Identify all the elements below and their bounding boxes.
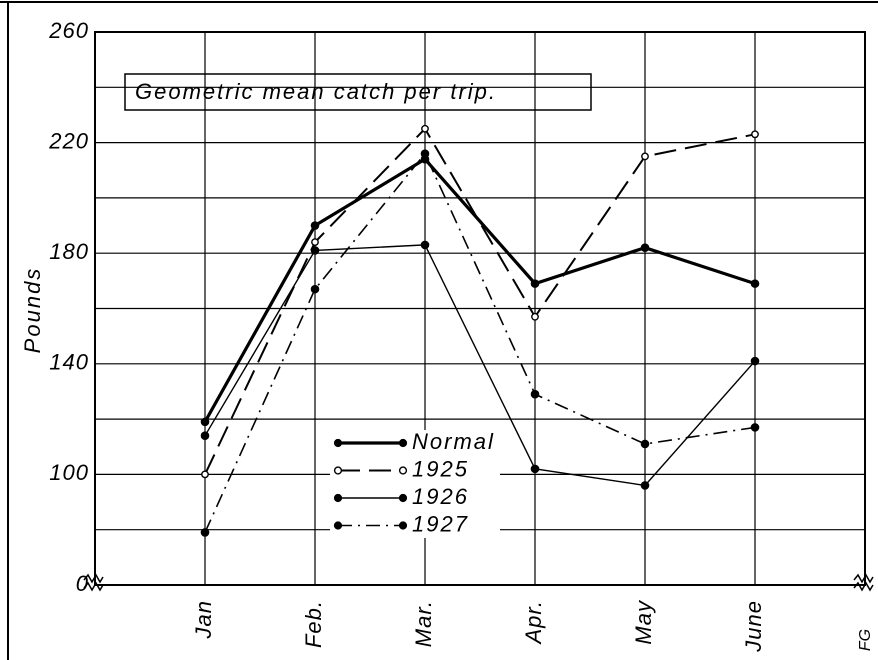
data-point: [750, 423, 760, 432]
x-tick-label: Apr.: [521, 600, 546, 646]
series-line: [204, 127, 756, 475]
data-point: [531, 312, 539, 321]
y-tick-label: 220: [48, 128, 89, 153]
series-line: [204, 152, 756, 533]
legend-marker: [398, 438, 408, 448]
legend-marker: [333, 521, 343, 530]
legend-marker: [333, 466, 343, 475]
x-tick-label: May: [631, 599, 656, 645]
data-point: [751, 130, 759, 139]
data-point: [530, 464, 540, 474]
y-tick-label: 100: [49, 460, 89, 485]
legend-marker: [398, 493, 408, 503]
data-point: [200, 431, 210, 440]
y-axis-label: Pounds: [20, 267, 45, 354]
legend-marker: [333, 493, 343, 503]
y-tick-label: 140: [49, 350, 89, 375]
data-point: [640, 481, 650, 490]
data-point: [750, 356, 760, 366]
data-point: [530, 279, 540, 288]
legend-background: [330, 430, 500, 538]
data-point: [311, 238, 319, 247]
axis-break: [853, 573, 874, 592]
x-tick-label: Jan: [191, 600, 216, 639]
data-point: [421, 124, 429, 133]
data-point: [200, 417, 210, 427]
data-point: [200, 528, 210, 537]
data-point: [420, 240, 430, 250]
data-point: [310, 246, 320, 255]
signature: FG: [857, 629, 874, 651]
series-line: [204, 244, 756, 487]
legend-marker: [398, 521, 408, 530]
data-point: [640, 439, 650, 449]
series-line: [203, 157, 756, 423]
legend-marker: [333, 438, 343, 448]
legend-label: Normal: [412, 429, 495, 454]
chart-title: Geometric mean catch per trip.: [135, 79, 497, 104]
legend-marker: [398, 466, 408, 475]
data-point: [640, 243, 650, 252]
data-point: [310, 284, 320, 294]
data-point: [641, 152, 649, 161]
data-point: [420, 149, 430, 158]
title-box: [124, 73, 592, 111]
legend-label: 1926: [412, 484, 469, 509]
data-point: [201, 470, 209, 479]
x-tick-label: Mar.: [411, 600, 436, 647]
y-tick-label: 180: [49, 239, 89, 264]
data-point: [310, 221, 320, 230]
legend-label: 1927: [412, 511, 469, 536]
data-point: [530, 389, 540, 399]
x-tick-label: Feb.: [301, 600, 326, 648]
y-tick-label: 0: [76, 571, 89, 596]
axis-break: [83, 573, 104, 592]
x-tick-label: June: [741, 600, 766, 653]
y-tick-label: 260: [48, 18, 89, 43]
legend-label: 1925: [412, 456, 469, 481]
data-point: [750, 279, 760, 288]
